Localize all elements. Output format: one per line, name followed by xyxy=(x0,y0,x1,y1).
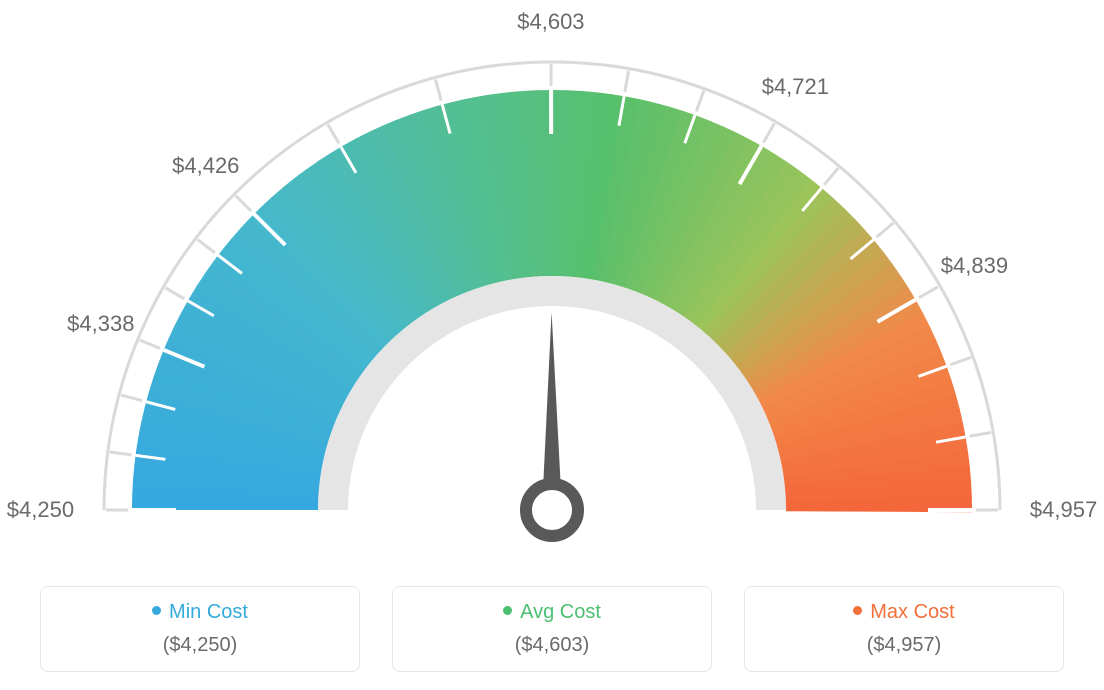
legend-min-title: Min Cost xyxy=(41,601,359,624)
dot-icon xyxy=(152,606,161,615)
legend-avg-title: Avg Cost xyxy=(393,601,711,624)
gauge-tick-label: $4,603 xyxy=(517,9,584,35)
dot-icon xyxy=(503,606,512,615)
cost-gauge-widget: $4,250 $4,338 $4,426 $4,603 $4,721 $4,839 $4,9… xyxy=(0,0,1104,690)
gauge-tick-label: $4,250 xyxy=(7,497,74,523)
legend-max-value: ($4,957) xyxy=(745,634,1063,657)
legend-avg-label: Avg Cost xyxy=(520,601,601,623)
gauge-chart: $4,250 $4,338 $4,426 $4,603 $4,721 $4,839 $4,9… xyxy=(0,0,1104,560)
gauge-tick-label: $4,721 xyxy=(762,74,829,100)
gauge-tick-label: $4,426 xyxy=(172,153,239,179)
gauge-tick-label: $4,839 xyxy=(941,253,1008,279)
legend-max-title: Max Cost xyxy=(745,601,1063,624)
gauge-tick-label: $4,338 xyxy=(67,311,134,337)
legend-min-label: Min Cost xyxy=(169,601,248,623)
gauge-svg xyxy=(0,0,1104,560)
gauge-tick-label: $4,957 xyxy=(1030,497,1097,523)
legend-row: Min Cost ($4,250) Avg Cost ($4,603) Max … xyxy=(0,586,1104,672)
dot-icon xyxy=(853,606,862,615)
legend-min-value: ($4,250) xyxy=(41,634,359,657)
legend-card-avg: Avg Cost ($4,603) xyxy=(392,586,712,672)
legend-card-min: Min Cost ($4,250) xyxy=(40,586,360,672)
legend-avg-value: ($4,603) xyxy=(393,634,711,657)
legend-card-max: Max Cost ($4,957) xyxy=(744,586,1064,672)
legend-max-label: Max Cost xyxy=(870,601,954,623)
